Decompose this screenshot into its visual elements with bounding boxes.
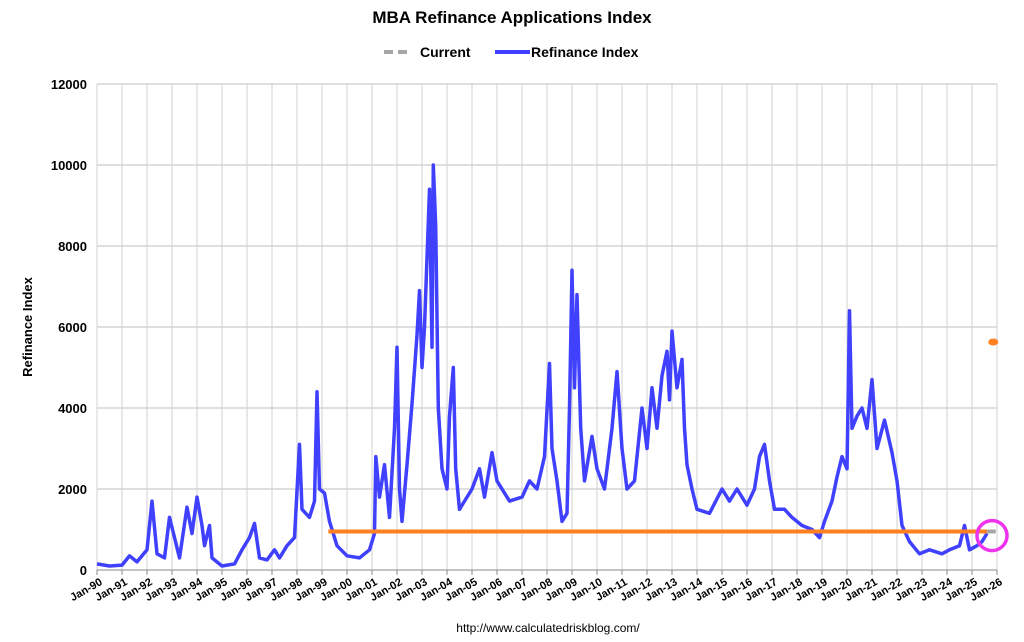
y-tick-label: 10000 xyxy=(51,158,87,173)
refinance-index-line xyxy=(96,163,989,568)
source-url: http://www.calculatedriskblog.com/ xyxy=(456,621,640,635)
highlight-circle xyxy=(975,518,1009,553)
legend-current-label: Current xyxy=(420,44,471,60)
y-axis-label: Refinance Index xyxy=(20,276,35,376)
y-tick-label: 8000 xyxy=(58,239,87,254)
y-tick-label: 2000 xyxy=(58,482,87,497)
legend: Current Refinance Index xyxy=(384,44,639,60)
legend-refi-label: Refinance Index xyxy=(531,44,639,60)
marker-point xyxy=(988,338,999,346)
y-tick-label: 4000 xyxy=(58,401,87,416)
chart-title: MBA Refinance Applications Index xyxy=(372,8,652,27)
y-tick-label: 0 xyxy=(80,563,87,578)
y-tick-label: 6000 xyxy=(58,320,87,335)
y-tick-label: 12000 xyxy=(51,77,87,92)
